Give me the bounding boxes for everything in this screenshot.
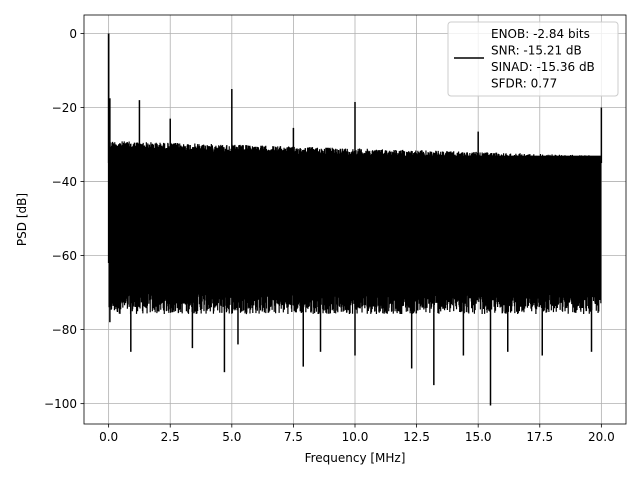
legend: ENOB: -2.84 bits SNR: -15.21 dB SINAD: -… xyxy=(447,21,619,97)
y-tick-label: −100 xyxy=(44,397,77,411)
x-tick-label: 5.0 xyxy=(222,430,241,444)
plot-area xyxy=(107,33,603,406)
y-tick-label: −40 xyxy=(52,175,77,189)
x-axis-label: Frequency [MHz] xyxy=(305,451,406,465)
x-tick-label: 15.0 xyxy=(465,430,492,444)
y-axis: 0 −20 −40 −60 −80 −100 xyxy=(44,27,84,411)
y-tick-label: −20 xyxy=(52,101,77,115)
x-tick-label: 17.5 xyxy=(526,430,553,444)
psd-trace-band xyxy=(109,155,601,293)
x-tick-label: 2.5 xyxy=(161,430,180,444)
y-axis-label: PSD [dB] xyxy=(15,193,29,246)
x-tick-label: 12.5 xyxy=(403,430,430,444)
x-tick-label: 0.0 xyxy=(99,430,118,444)
x-tick-label: 10.0 xyxy=(342,430,369,444)
legend-enob: ENOB: -2.84 bits xyxy=(491,27,590,41)
y-tick-label: 0 xyxy=(69,27,77,41)
legend-sfdr: SFDR: 0.77 xyxy=(491,77,557,91)
legend-snr: SNR: -15.21 dB xyxy=(491,44,582,58)
x-tick-label: 20.0 xyxy=(588,430,615,444)
legend-box xyxy=(447,21,619,97)
y-tick-label: −80 xyxy=(52,323,77,337)
y-tick-label: −60 xyxy=(52,249,77,263)
x-tick-label: 7.5 xyxy=(284,430,303,444)
x-axis: 0.0 2.5 5.0 7.5 10.0 12.5 15.0 17.5 20.0 xyxy=(99,424,615,444)
legend-sinad: SINAD: -15.36 dB xyxy=(491,60,595,74)
